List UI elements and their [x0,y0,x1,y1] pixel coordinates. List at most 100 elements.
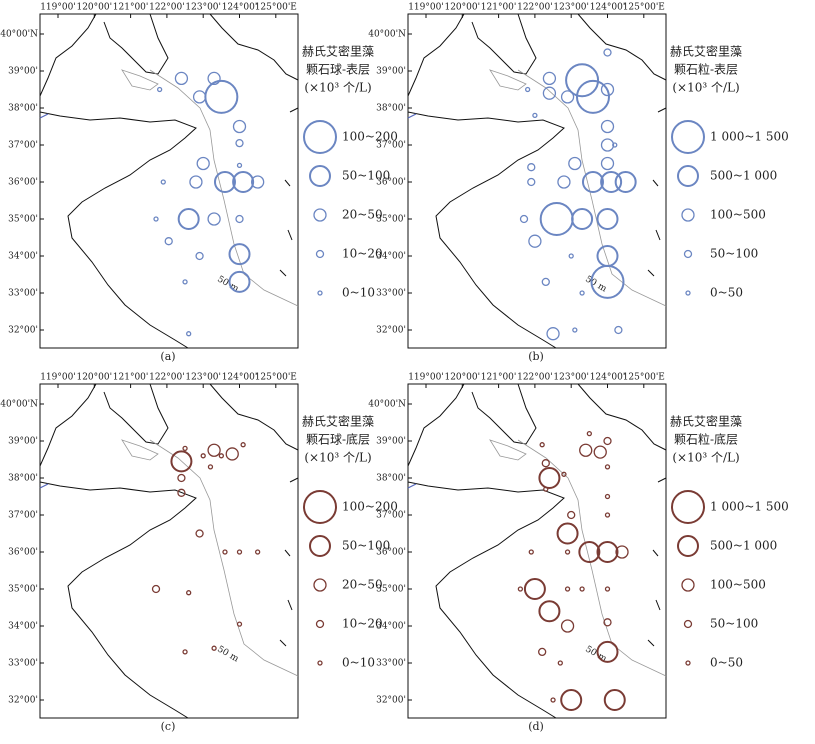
station-circle [538,647,547,657]
legend-symbol [309,165,331,187]
lon-tick-label: 123°00' [185,3,221,13]
station-circle [207,71,221,86]
station-circle [578,541,601,563]
lat-tick-label: 36°00' [8,178,38,188]
station-circle [222,549,228,555]
lat-tick-label: 32°00' [8,696,38,706]
lon-tick-label: 122°00' [149,3,185,13]
station-circle [603,689,626,711]
station-circle [543,486,549,492]
legend-label: 1 000~1 500 [710,500,789,514]
legend-title: (×10³ 个/L) [304,81,371,95]
lon-tick-label: 120°00' [76,373,112,383]
map-frame [407,383,667,719]
lat-tick-label: 37°00' [376,511,406,521]
legend-title: (×10³ 个/L) [304,451,371,465]
station-circle [614,325,623,335]
station-circle [160,179,166,185]
station-circle [189,175,203,189]
station-circle [156,86,163,93]
lat-tick-label: 40°00'N [0,30,38,40]
station-circle [213,171,236,193]
legend-symbol [677,165,699,187]
lat-tick-label: 39°00' [8,67,38,77]
station-circle [542,86,557,100]
lat-tick-label: 38°00' [8,474,38,484]
station-circle [556,522,579,545]
lat-tick-label: 38°00' [376,104,406,114]
station-circle [600,138,615,152]
legend-label: 50~100 [342,169,390,183]
lon-tick-label: 122°00' [149,373,185,383]
station-circle [567,510,576,520]
station-circle [527,177,536,187]
station-circle [560,90,575,104]
lon-tick-label: 121°00' [113,373,149,383]
lat-tick-label: 37°00' [8,511,38,521]
legend-title: 赫氏艾密里藻 [302,44,374,59]
legend-label: 100~200 [342,130,398,144]
station-circle [560,619,575,633]
station-circle [177,473,186,483]
lat-tick-label: 40°00'N [368,400,406,410]
station-circle [575,79,610,114]
legend-label: 0~10 [342,656,375,670]
lat-tick-label: 32°00' [8,326,38,336]
station-circle [568,156,582,171]
legend-label: 10~20 [342,617,383,631]
legend-symbol [683,619,693,629]
station-circle [182,649,188,655]
legend-symbol [313,208,327,222]
lon-tick-label: 120°00' [444,3,480,13]
legend-symbol [671,120,705,154]
station-circle [236,621,243,627]
station-circle [539,202,574,236]
legend-label: 50~100 [710,617,758,631]
lat-tick-label: 35°00' [8,215,38,225]
lon-tick-label: 124°00' [590,3,626,13]
station-circle [523,578,546,600]
station-circle [557,175,571,189]
lat-tick-label: 36°00' [376,548,406,558]
station-circle [603,618,612,627]
station-circle [572,327,578,333]
legend-symbol [681,578,695,592]
lon-tick-label: 119°00' [40,3,76,13]
legend-symbol [309,535,331,557]
lat-tick-label: 32°00' [376,696,406,706]
lat-tick-label: 34°00' [8,252,38,262]
station-circle [177,208,200,230]
station-circle [603,436,612,446]
legend-title: 颗石粒-表层 [674,62,738,77]
lat-tick-label: 37°00' [376,141,406,151]
lat-tick-label: 33°00' [376,289,406,299]
station-circle [153,216,159,222]
station-circle [211,645,217,651]
legend-symbol [681,208,695,222]
station-circle [579,443,593,457]
lat-tick-label: 40°00'N [0,400,38,410]
legend-label: 50~100 [710,247,758,261]
lon-tick-label: 119°00' [40,373,76,383]
legend-symbol [671,490,705,524]
station-circle [596,208,619,230]
lat-tick-label: 40°00'N [368,30,406,40]
station-circle [571,208,594,230]
legend-label: 500~1 000 [710,169,777,183]
station-circle [170,450,193,473]
legend-title: 颗石球-表层 [306,63,370,77]
lat-tick-label: 39°00' [376,437,406,447]
station-circle [564,586,571,592]
station-circle [557,660,563,666]
station-circle [550,697,556,703]
legend-symbol [303,490,337,524]
map-frame [407,13,667,349]
legend-symbol [677,535,699,557]
station-circle [528,549,534,555]
legend-label: 100~500 [710,578,766,592]
station-circle [541,277,550,287]
